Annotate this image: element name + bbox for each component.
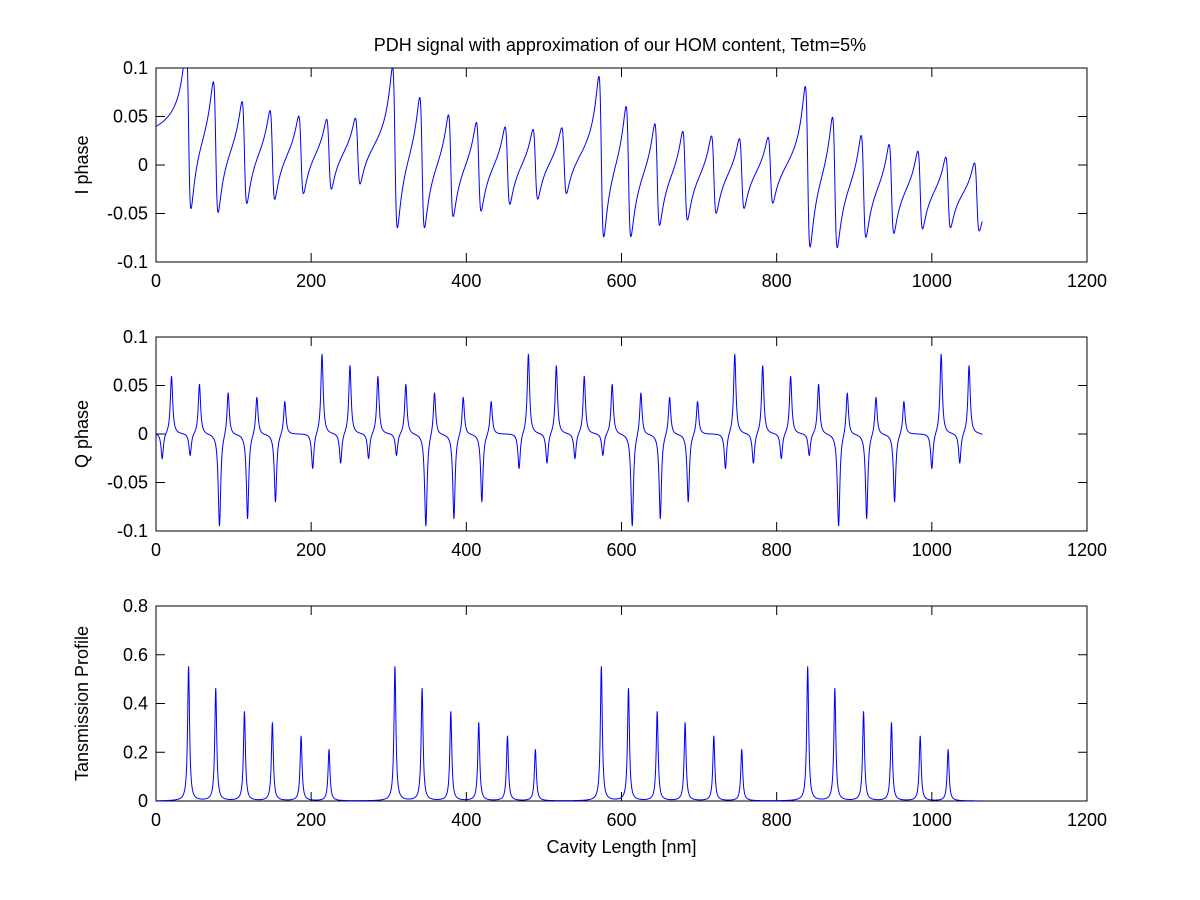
y-tick-label: 0: [138, 791, 148, 811]
y-tick-label: 0.6: [123, 645, 148, 665]
x-tick-label: 400: [451, 540, 481, 560]
y-axis-label: Q phase: [72, 400, 92, 468]
y-tick-label: 0.05: [113, 376, 148, 396]
x-axis-label: Cavity Length [nm]: [546, 837, 696, 857]
y-tick-label: -0.1: [117, 521, 148, 541]
x-tick-label: 0: [151, 540, 161, 560]
y-tick-label: 0.1: [123, 327, 148, 347]
x-tick-label: 1000: [912, 271, 952, 291]
y-tick-label: 0.2: [123, 742, 148, 762]
y-tick-label: 0.1: [123, 58, 148, 78]
y-tick-label: 0: [138, 155, 148, 175]
figure-title: PDH signal with approximation of our HOM…: [374, 35, 866, 55]
x-tick-label: 1200: [1067, 540, 1107, 560]
x-tick-label: 600: [606, 540, 636, 560]
y-tick-label: 0.05: [113, 107, 148, 127]
x-tick-label: 0: [151, 271, 161, 291]
x-tick-label: 200: [296, 540, 326, 560]
i-phase-plot: 0 200 400 600 800 1000 1200 -0.1 -0.05 0 0.05 0.1 I …: [72, 58, 1107, 291]
y-tick-label: 0: [138, 424, 148, 444]
y-tick-label: -0.05: [107, 473, 148, 493]
axes-box: [155, 605, 1088, 802]
q-phase-series-line: [156, 353, 983, 527]
y-axis-label: Tansmission Profile: [72, 626, 92, 781]
x-tick-label: 800: [762, 810, 792, 830]
x-tick-label: 1000: [912, 810, 952, 830]
q-phase-plot: 0 200 400 600 800 1000 1200 -0.1 -0.05 0 0.05 0.1 Q …: [72, 327, 1107, 560]
transmission-plot: 0 200 400 600 800 1000 1200 0 0.2 0.4 0.6 0.8 Tansmi…: [72, 596, 1107, 857]
y-tick-label: -0.05: [107, 204, 148, 224]
x-tick-label: 0: [151, 810, 161, 830]
x-tick-label: 800: [762, 540, 792, 560]
x-tick-label: 1200: [1067, 810, 1107, 830]
x-tick-label: 1000: [912, 540, 952, 560]
y-tick-label: -0.1: [117, 252, 148, 272]
x-tick-label: 600: [606, 810, 636, 830]
i-phase-series-line: [156, 68, 983, 249]
x-tick-label: 200: [296, 810, 326, 830]
x-tick-label: 1200: [1067, 271, 1107, 291]
x-tick-label: 800: [762, 271, 792, 291]
transmission-series-line: [156, 666, 983, 801]
y-tick-label: 0.8: [123, 596, 148, 616]
y-axis-label: I phase: [72, 135, 92, 194]
x-tick-label: 400: [451, 271, 481, 291]
y-tick-label: 0.4: [123, 694, 148, 714]
x-tick-label: 200: [296, 271, 326, 291]
x-tick-label: 600: [606, 271, 636, 291]
x-tick-label: 400: [451, 810, 481, 830]
